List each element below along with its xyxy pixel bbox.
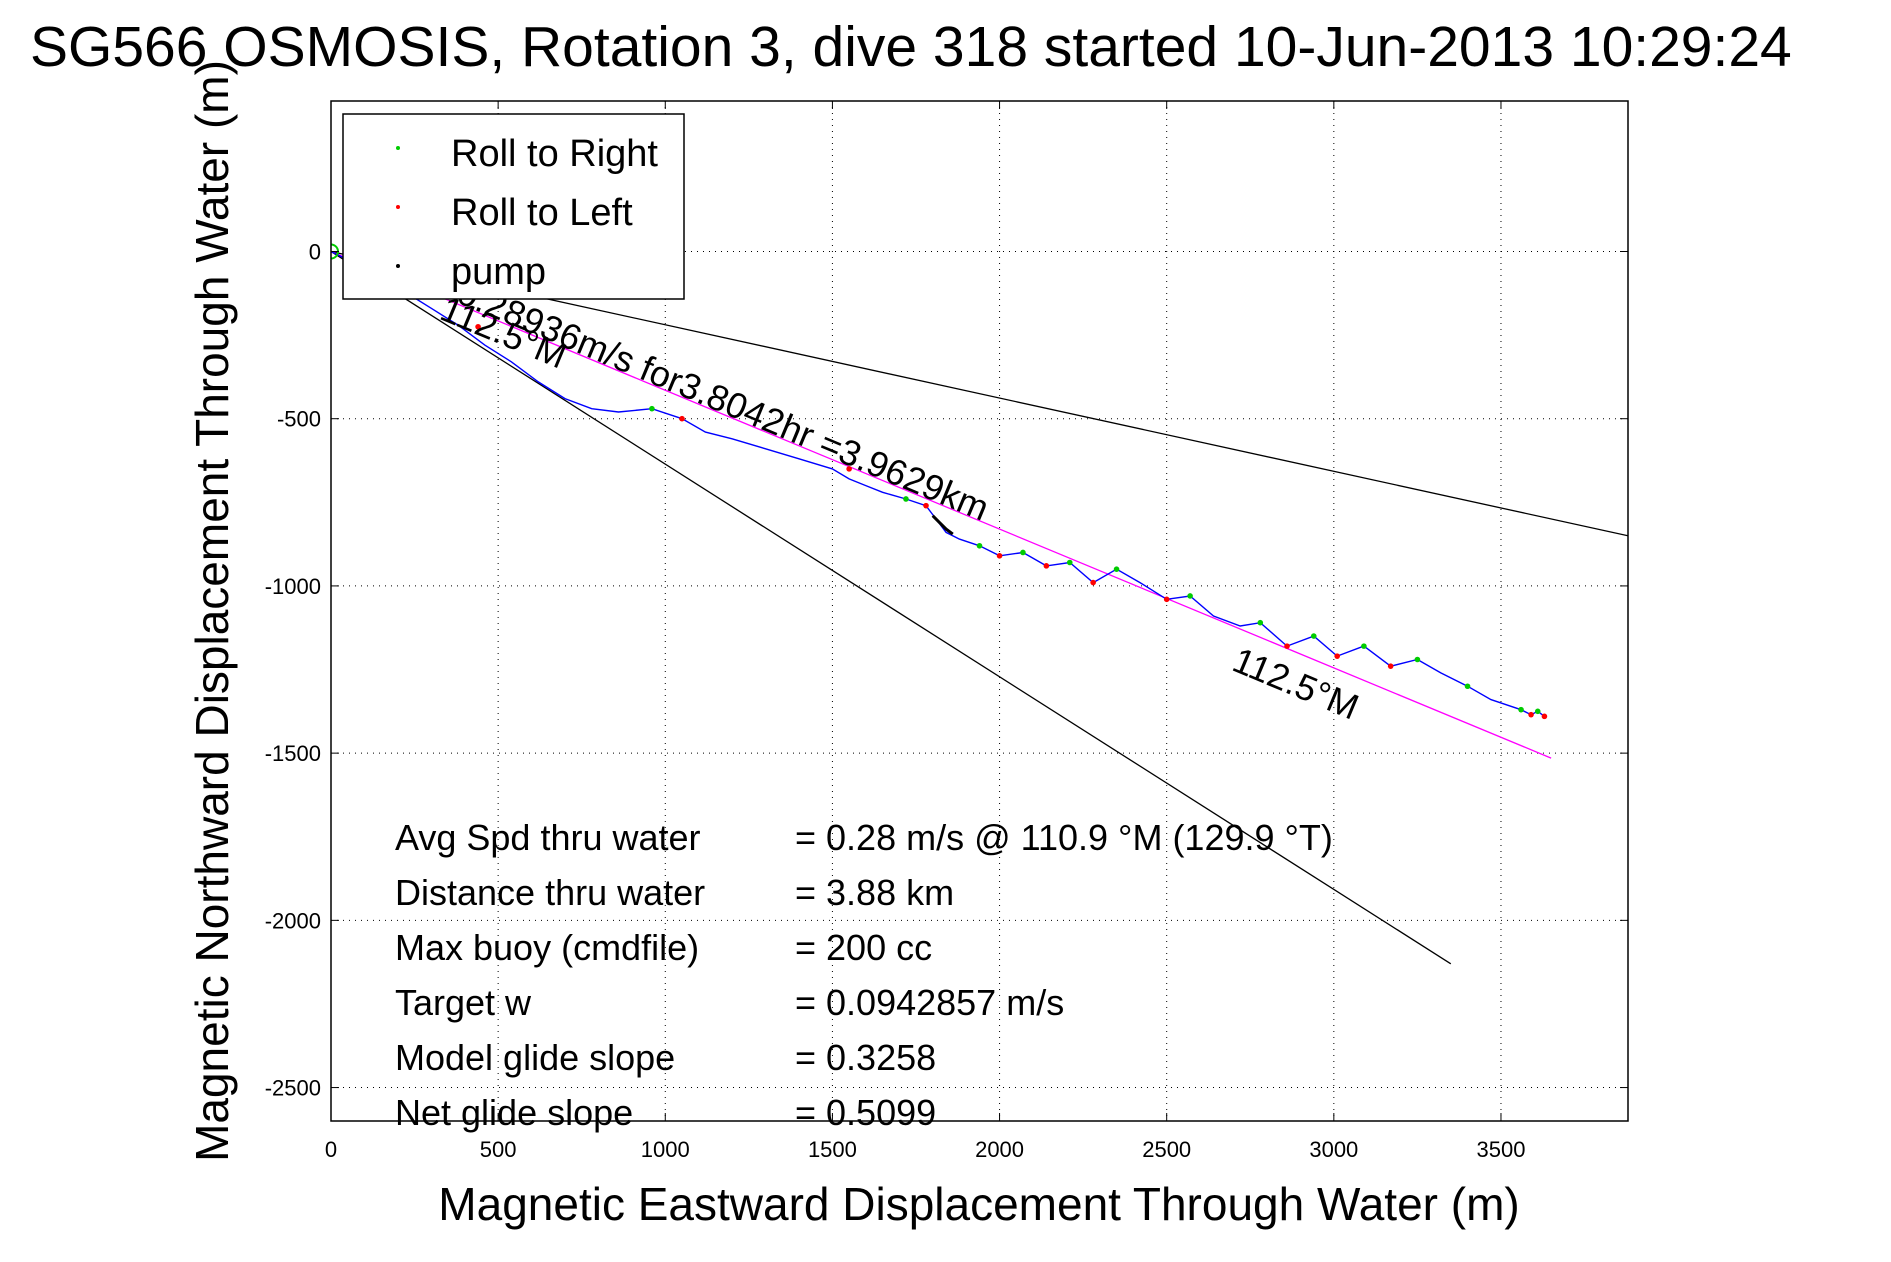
roll-left-point	[846, 466, 852, 472]
y-tick-label: -500	[277, 407, 321, 432]
roll-right-point	[1020, 549, 1026, 556]
roll-left-point	[1284, 643, 1290, 649]
roll-left-point	[1528, 711, 1534, 718]
roll-left-point	[996, 553, 1003, 559]
roll-left-point	[1541, 713, 1548, 720]
legend-label: Roll to Left	[451, 192, 633, 234]
roll-right-point	[1518, 706, 1524, 713]
stats-block: Avg Spd thru water = 0.28 m/s @ 110.9 °M …	[395, 817, 1333, 1133]
x-tick-label: 2500	[1142, 1137, 1191, 1162]
y-tick-label: -2500	[265, 1076, 321, 1101]
roll-right-point	[1066, 559, 1073, 566]
line-annotation: 0.28936m/s for3.8042hr =3.9629km	[452, 271, 995, 528]
roll-right-point	[649, 405, 655, 412]
roll-right-point	[976, 542, 983, 549]
roll-right-point	[1310, 633, 1317, 639]
roll-right-point	[903, 496, 909, 502]
roll-left-point	[1090, 579, 1096, 586]
legend-marker	[396, 264, 400, 268]
x-tick-label: 500	[480, 1137, 517, 1162]
y-tick-label: -1500	[265, 741, 321, 766]
roll-left-point	[475, 323, 481, 330]
y-axis-label: Magnetic Northward Displacement Through …	[186, 60, 238, 1162]
legend-label: pump	[451, 251, 546, 293]
legend-marker	[396, 146, 400, 150]
legend: Roll to Right Roll to Left pump	[342, 113, 685, 300]
stat-value: = 3.88 km	[795, 872, 954, 913]
stat-label: Max buoy (cmdfile)	[395, 927, 699, 968]
y-tick-label: 0	[309, 239, 321, 264]
roll-right-point	[1534, 708, 1541, 715]
stat-value: = 0.28 m/s @ 110.9 °M (129.9 °T)	[795, 817, 1333, 858]
legend-marker	[396, 205, 400, 209]
roll-left-point	[1387, 663, 1394, 669]
stat-value: = 0.5099	[795, 1092, 936, 1133]
stat-value: = 0.3258	[795, 1037, 936, 1078]
course-line	[331, 250, 1552, 759]
stat-label: Net glide slope	[395, 1092, 633, 1133]
x-tick-label: 3500	[1476, 1137, 1525, 1162]
stat-label: Model glide slope	[395, 1037, 675, 1078]
stat-label: Target w	[395, 982, 532, 1023]
y-tick-label: -2000	[265, 908, 321, 933]
x-tick-label: 0	[325, 1137, 337, 1162]
x-tick-label: 1000	[641, 1137, 690, 1162]
roll-left-point	[1163, 596, 1170, 603]
glider-track	[331, 250, 1545, 717]
roll-right-point	[1414, 656, 1421, 663]
x-tick-label: 1500	[808, 1137, 857, 1162]
roll-left-point	[679, 415, 685, 422]
chart-title: SG566 OSMOSIS, Rotation 3, dive 318 star…	[30, 15, 1792, 79]
plot-frame	[330, 100, 1629, 1122]
roll-left-point	[1334, 653, 1340, 659]
annotations: 0.28936m/s for3.8042hr =3.9629km112.5°M1…	[435, 271, 1365, 727]
legend-label: Roll to Right	[451, 133, 658, 175]
roll-right-point	[1187, 593, 1193, 599]
roll-right-point	[1113, 566, 1120, 572]
axis-ticks: 0 500 1000 1500 2000 2500 3000 3500 0 -500 -1000 -1…	[265, 101, 1628, 1162]
x-tick-label: 2000	[975, 1137, 1024, 1162]
roll-left-point	[923, 502, 929, 509]
roll-right-point	[1257, 619, 1264, 626]
x-tick-label: 3000	[1309, 1137, 1358, 1162]
stat-label: Distance thru water	[395, 872, 705, 913]
stat-label: Avg Spd thru water	[395, 817, 701, 858]
pump-segment	[931, 514, 954, 536]
stat-value: = 200 cc	[795, 927, 932, 968]
roll-left-point	[1043, 563, 1050, 569]
y-tick-label: -1000	[265, 574, 321, 599]
roll-right-point	[1361, 643, 1367, 649]
heading-line	[331, 250, 1452, 965]
stat-value: = 0.0942857 m/s	[795, 982, 1064, 1023]
grid	[331, 101, 1628, 1121]
roll-right-point	[1464, 683, 1471, 690]
x-axis-label: Magnetic Eastward Displacement Through W…	[438, 1178, 1519, 1230]
